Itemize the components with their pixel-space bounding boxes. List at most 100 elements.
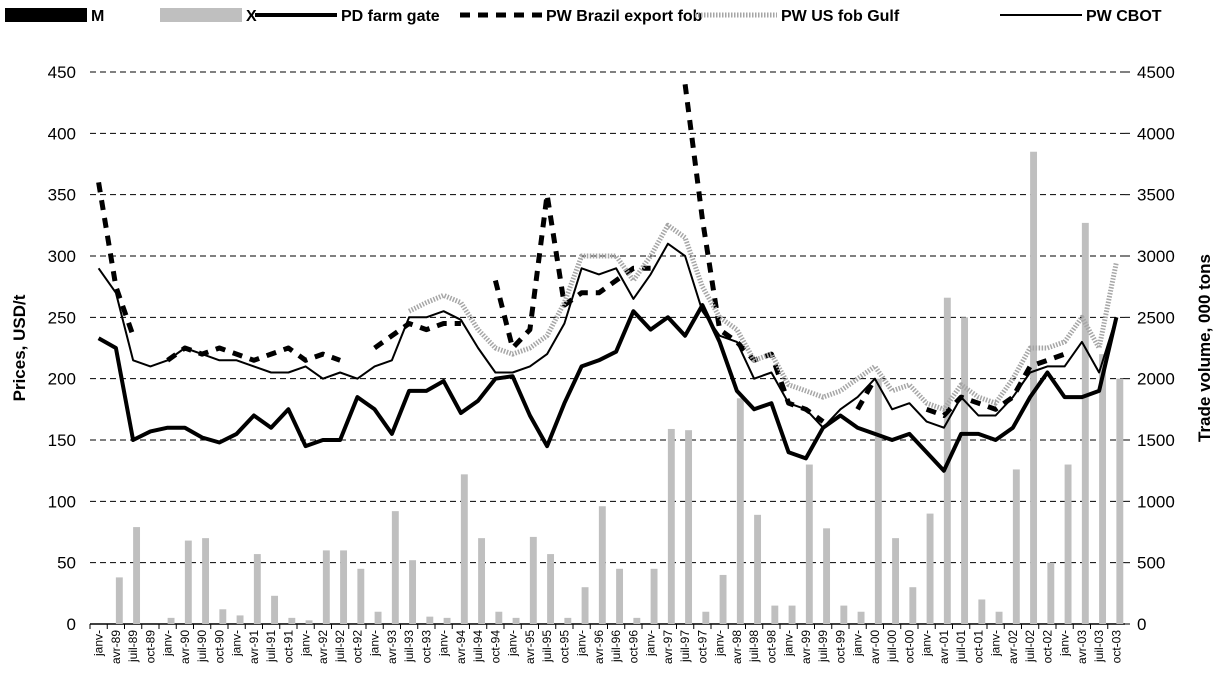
x-tick-label: oct-92 (350, 630, 364, 664)
bar (754, 514, 762, 624)
legend-label: PW US fob Gulf (781, 8, 900, 25)
x-tick-label: juil-02 (1023, 630, 1037, 663)
x-tick-label: juil-00 (885, 630, 899, 663)
bar (650, 568, 658, 624)
y-tick-label: 300 (48, 247, 76, 266)
y2-tick-label: 2500 (1137, 308, 1175, 327)
x-tick-label: oct-95 (557, 630, 571, 664)
bar (374, 611, 382, 624)
x-tick-label: juil-95 (540, 630, 554, 663)
x-tick-label: avr-92 (316, 630, 330, 664)
x-tick-label: janv- (92, 630, 106, 657)
bar (961, 317, 969, 624)
line-series (97, 303, 1119, 473)
x-tick-label: janv- (782, 630, 796, 657)
bar (788, 605, 796, 624)
y-tick-label: 100 (48, 492, 76, 511)
x-tick-label: oct-00 (902, 630, 916, 664)
y-tick-label: 200 (48, 370, 76, 389)
x-tick-label: avr-96 (592, 630, 606, 664)
x-tick-label: avr-00 (868, 630, 882, 664)
x-tick-label: janv- (230, 630, 244, 657)
x-tick-label: avr-99 (799, 630, 813, 664)
bar (685, 430, 693, 624)
x-tick-label: janv- (161, 630, 175, 657)
bar (322, 550, 330, 624)
bar (874, 378, 882, 624)
x-tick-label: juil-91 (264, 630, 278, 663)
x-tick-label: avr-94 (454, 630, 468, 664)
bar (1012, 469, 1020, 624)
bar (633, 617, 641, 624)
bar (1081, 222, 1089, 624)
x-tick-label: oct-02 (1040, 630, 1054, 664)
y-tick-label: 150 (48, 431, 76, 450)
x-tick-label: avr-03 (1075, 630, 1089, 664)
line-series (407, 222, 1119, 412)
y-axis-label: Prices, USD/t (10, 294, 29, 401)
bar (495, 611, 503, 624)
bar (478, 538, 486, 624)
y2-tick-label: 1500 (1137, 431, 1175, 450)
x-tick-label: avr-90 (178, 630, 192, 664)
x-tick-label: oct-89 (143, 630, 157, 664)
bar (305, 620, 313, 624)
bar (133, 527, 141, 624)
bar (978, 599, 986, 624)
bar (409, 560, 417, 624)
legend-swatch (5, 8, 87, 22)
bar (926, 513, 934, 624)
y-tick-label: 50 (57, 554, 76, 573)
bar (547, 554, 555, 624)
bar (1047, 562, 1055, 624)
bar (805, 464, 813, 624)
x-tick-label: janv- (989, 630, 1003, 657)
y-tick-label: 400 (48, 124, 76, 143)
bar (581, 587, 589, 624)
y2-tick-label: 4500 (1137, 63, 1175, 82)
x-tick-label: oct-03 (1109, 630, 1123, 664)
bar (1064, 464, 1072, 624)
bar (1030, 151, 1038, 624)
x-tick-label: janv- (437, 630, 451, 657)
y2-tick-label: 0 (1137, 615, 1146, 634)
x-tick-label: janv- (644, 630, 658, 657)
bar (271, 595, 279, 624)
bar (253, 554, 261, 624)
x-tick-label: avr-89 (109, 630, 123, 664)
x-tick-label: oct-94 (488, 630, 502, 664)
bar (564, 617, 572, 624)
x-tick-label: juil-97 (678, 630, 692, 663)
bar (840, 605, 848, 624)
bar (340, 550, 348, 624)
x-tick-label: avr-98 (730, 630, 744, 664)
x-tick-label: avr-01 (937, 630, 951, 664)
bar (857, 611, 865, 624)
x-tick-label: oct-91 (281, 630, 295, 664)
legend-label: M (91, 8, 104, 25)
x-tick-label: juil-92 (333, 630, 347, 663)
line-series (97, 242, 1118, 429)
x-tick-label: juil-96 (609, 630, 623, 663)
bar (219, 609, 227, 624)
bar (1099, 354, 1107, 624)
x-tick-label: avr-93 (385, 630, 399, 664)
x-tick-label: juil-98 (747, 630, 761, 663)
bar (736, 398, 744, 624)
x-tick-label: juil-01 (954, 630, 968, 663)
bar (667, 428, 675, 624)
bar (443, 617, 451, 624)
y-tick-label: 250 (48, 308, 76, 327)
bar (892, 538, 900, 624)
x-tick-label: avr-02 (1006, 630, 1020, 664)
legend-label: PW Brazil export fob (546, 8, 703, 25)
x-tick-label: janv- (299, 630, 313, 657)
y2-axis-label: Trade volume, 000 tons (1195, 254, 1214, 442)
y2-tick-label: 2000 (1137, 370, 1175, 389)
bar (115, 577, 123, 624)
bar (616, 568, 624, 624)
y2-tick-label: 3500 (1137, 186, 1175, 205)
bar (823, 528, 831, 624)
bar (460, 474, 468, 624)
